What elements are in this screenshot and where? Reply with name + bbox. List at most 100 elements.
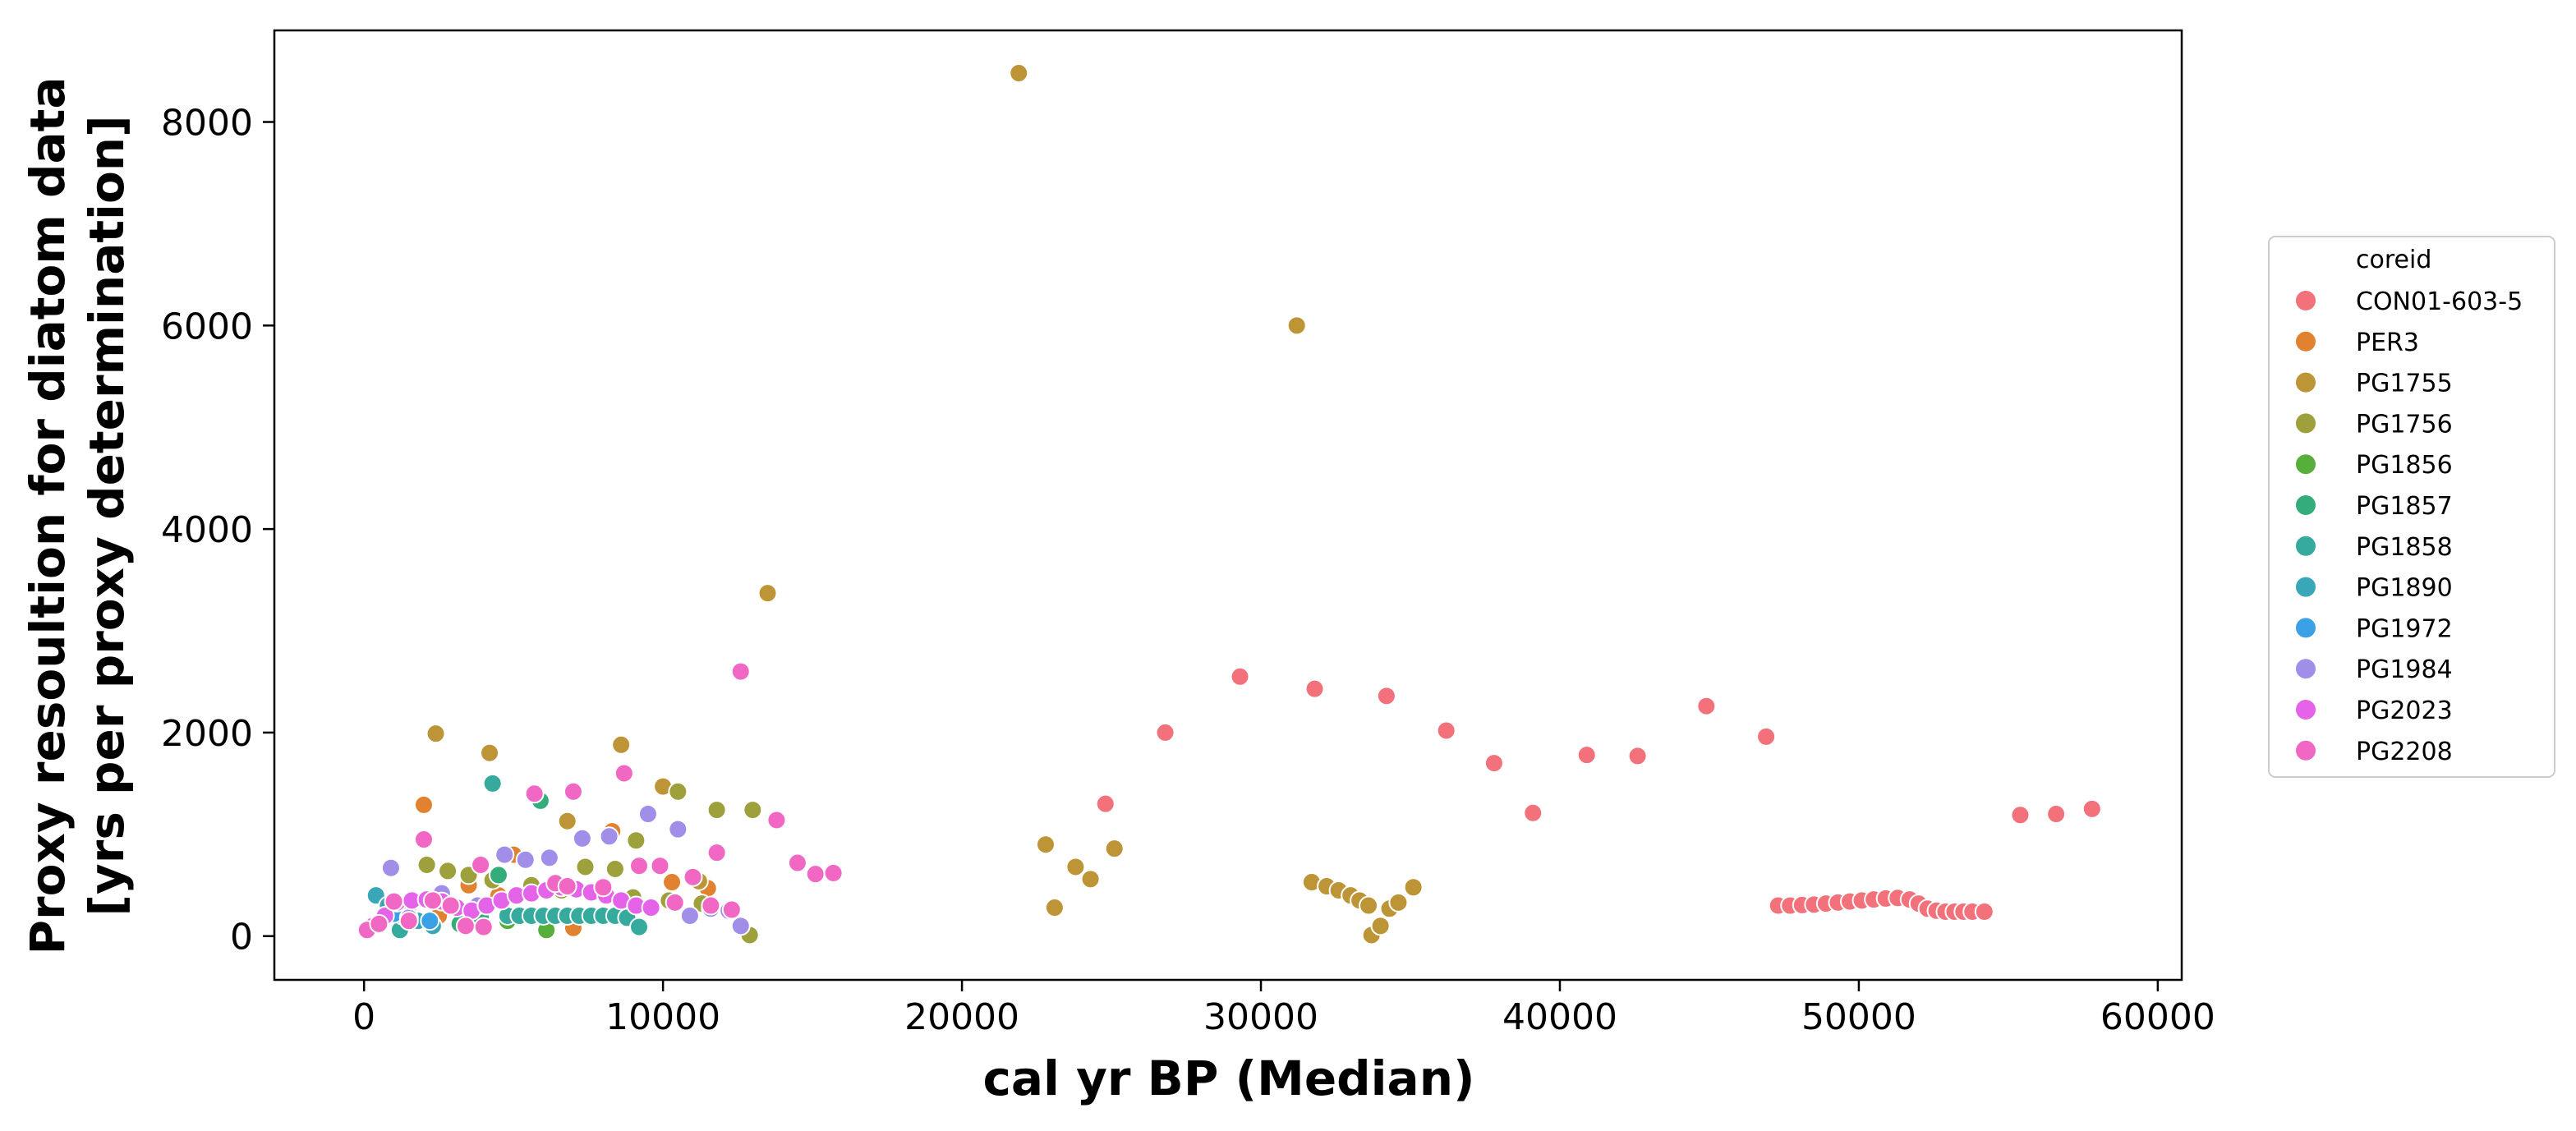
- data-point: [641, 898, 661, 918]
- y-axis-title-line-1: Proxy resoultion for diatom data: [20, 77, 76, 955]
- series-pg1755: [426, 63, 1424, 945]
- data-point: [422, 890, 443, 911]
- data-point: [1286, 315, 1307, 336]
- data-point: [823, 862, 844, 883]
- legend-label: PG1756: [2356, 410, 2453, 439]
- data-point: [650, 856, 670, 876]
- data-point: [384, 891, 404, 912]
- data-point: [611, 734, 632, 755]
- y-axis-title-line-2: [yrs per proxy determination]: [79, 115, 135, 916]
- data-point: [1627, 746, 1648, 766]
- data-point: [626, 830, 646, 851]
- x-tick-label: 30000: [1203, 996, 1318, 1038]
- data-point: [398, 911, 419, 931]
- data-point: [614, 763, 634, 784]
- data-point: [730, 661, 751, 682]
- data-point: [369, 913, 389, 934]
- legend-label: PG1890: [2356, 574, 2453, 603]
- legend-label: PER3: [2356, 329, 2419, 357]
- data-point: [730, 916, 751, 936]
- x-tick-label: 50000: [1801, 996, 1916, 1038]
- y-tick-label: 2000: [161, 713, 253, 755]
- legend-marker: [2294, 738, 2317, 762]
- data-point: [1484, 753, 1504, 774]
- legend-label: PG2208: [2356, 738, 2453, 766]
- data-point: [557, 811, 577, 831]
- data-point: [683, 867, 703, 887]
- y-tick-label: 8000: [161, 103, 253, 145]
- data-point: [471, 854, 491, 875]
- data-point: [629, 856, 650, 876]
- data-point: [679, 905, 700, 926]
- data-point: [1035, 834, 1056, 855]
- data-point: [706, 800, 727, 821]
- legend-label: CON01-603-5: [2356, 287, 2523, 316]
- x-tick-label: 20000: [904, 996, 1019, 1038]
- data-point: [515, 849, 536, 870]
- plot-frame: [273, 29, 2183, 982]
- legend-label: PG1858: [2356, 533, 2453, 562]
- y-tick-label: 4000: [161, 509, 253, 551]
- legend-marker: [2294, 616, 2317, 640]
- data-point: [805, 864, 826, 885]
- legend-marker: [2294, 329, 2317, 353]
- data-point: [1155, 722, 1175, 743]
- data-point: [1974, 901, 1994, 922]
- data-point: [1403, 877, 1424, 898]
- data-point: [426, 724, 446, 744]
- legend-marker: [2294, 575, 2317, 599]
- data-point: [629, 917, 650, 937]
- data-point: [524, 784, 545, 804]
- legend-marker: [2294, 534, 2317, 558]
- data-point: [662, 872, 683, 893]
- data-point: [1696, 696, 1717, 716]
- legend-marker: [2294, 453, 2317, 476]
- data-point: [416, 854, 437, 875]
- data-point: [380, 857, 401, 878]
- data-point: [1009, 63, 1029, 84]
- data-point: [766, 810, 787, 830]
- data-point: [706, 843, 727, 863]
- data-point: [1104, 839, 1125, 859]
- data-point: [593, 877, 614, 898]
- data-point: [1044, 898, 1065, 918]
- data-point: [572, 828, 592, 848]
- data-point: [494, 844, 515, 865]
- data-point: [1304, 678, 1325, 699]
- legend-label: PG1755: [2356, 370, 2453, 398]
- data-point: [488, 865, 508, 885]
- data-point: [668, 819, 688, 839]
- data-point: [455, 916, 476, 936]
- x-tick-label: 10000: [605, 996, 720, 1038]
- data-point: [473, 917, 494, 937]
- y-tick-label: 6000: [161, 306, 253, 347]
- legend-label: PG1857: [2356, 492, 2453, 521]
- data-point: [1370, 916, 1391, 936]
- data-point: [2046, 804, 2067, 825]
- data-point: [599, 826, 619, 847]
- data-point: [2010, 805, 2031, 825]
- data-point: [413, 830, 434, 850]
- legend-title: coreid: [2356, 246, 2431, 274]
- data-point: [665, 892, 685, 913]
- data-point: [563, 781, 583, 802]
- series-con01-603-5: [1095, 666, 2102, 922]
- data-point: [1359, 895, 1379, 916]
- data-point: [701, 895, 721, 916]
- data-point: [1065, 857, 1086, 877]
- data-point: [480, 743, 500, 763]
- legend-label: PG1984: [2356, 655, 2453, 684]
- data-point: [637, 804, 658, 825]
- data-point: [420, 911, 440, 931]
- x-tick-label: 60000: [2100, 996, 2215, 1038]
- data-point: [1388, 892, 1409, 913]
- x-tick-label: 40000: [1502, 996, 1617, 1038]
- legend-entries: CON01-603-5 PER3 PG1755 PG1756 PG1856 PG1857 P…: [2294, 287, 2523, 766]
- data-points: [356, 63, 2102, 945]
- legend-box: [2268, 236, 2555, 778]
- data-point: [482, 773, 503, 793]
- y-axis: 0 2000 4000 6000 8000: [161, 103, 274, 959]
- data-point: [440, 895, 461, 916]
